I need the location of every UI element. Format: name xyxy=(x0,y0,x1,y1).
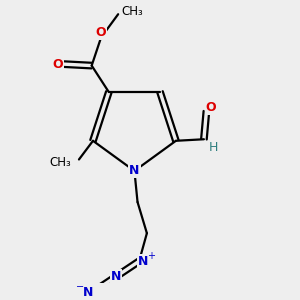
Text: CH₃: CH₃ xyxy=(121,5,143,18)
Text: N: N xyxy=(138,255,148,268)
Text: CH₃: CH₃ xyxy=(50,156,71,169)
Text: +: + xyxy=(147,251,155,261)
Text: O: O xyxy=(96,26,106,39)
Text: O: O xyxy=(53,58,63,70)
Text: N: N xyxy=(129,164,140,177)
Text: O: O xyxy=(206,101,216,114)
Text: N: N xyxy=(111,270,121,283)
Text: H: H xyxy=(208,140,218,154)
Text: N: N xyxy=(83,286,94,299)
Text: −: − xyxy=(76,282,84,292)
